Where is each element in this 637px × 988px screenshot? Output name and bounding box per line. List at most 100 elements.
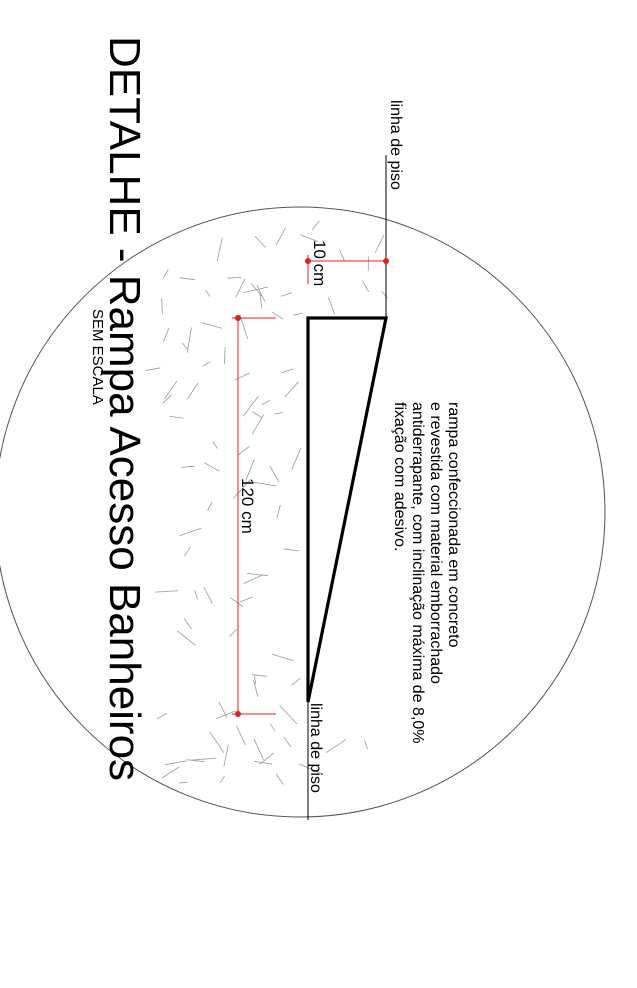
hatch-stroke bbox=[216, 237, 223, 261]
hatch-stroke bbox=[259, 294, 263, 309]
floor-line-label-bottom: linha de piso bbox=[307, 703, 324, 793]
hatch-stroke bbox=[183, 617, 193, 630]
hatch-stroke bbox=[179, 527, 202, 536]
hatch-stroke bbox=[311, 220, 320, 231]
hatch-stroke bbox=[256, 285, 266, 302]
hatch-stroke bbox=[251, 674, 267, 677]
hatch-stroke bbox=[253, 679, 259, 698]
hatch-stroke bbox=[169, 416, 184, 419]
hatch-stroke bbox=[298, 763, 323, 775]
hatch-stroke bbox=[186, 382, 199, 400]
hatch-stroke bbox=[156, 712, 167, 720]
hatch-stroke bbox=[284, 381, 299, 398]
hatch-stroke bbox=[269, 723, 276, 732]
hatch-stroke bbox=[161, 766, 180, 779]
hatch-stroke bbox=[269, 465, 280, 482]
hatch-stroke bbox=[245, 459, 255, 481]
ramp-specification-note: rampa confeccionada em concreto e revest… bbox=[391, 402, 462, 748]
concrete-hatch bbox=[145, 220, 388, 785]
hatch-stroke bbox=[283, 736, 292, 748]
hatch-stroke bbox=[236, 725, 246, 746]
hatch-stroke bbox=[339, 249, 346, 262]
hatch-stroke bbox=[253, 760, 273, 765]
hatch-stroke bbox=[281, 368, 294, 374]
length-dimension bbox=[232, 315, 276, 717]
note-line: antiderrapante, com inclinação máxima de… bbox=[409, 402, 426, 744]
hatch-stroke bbox=[178, 781, 188, 784]
hatch-stroke bbox=[202, 361, 211, 367]
hatch-stroke bbox=[291, 677, 301, 686]
hatch-stroke bbox=[254, 235, 267, 248]
hatch-stroke bbox=[216, 710, 236, 720]
hatch-stroke bbox=[362, 280, 370, 292]
hatch-stroke bbox=[219, 775, 225, 784]
note-line: fixação com adesivo. bbox=[391, 402, 408, 551]
hatch-stroke bbox=[283, 548, 300, 552]
hatch-stroke bbox=[279, 705, 298, 725]
hatch-stroke bbox=[239, 596, 253, 603]
hatch-stroke bbox=[205, 289, 211, 297]
hatch-stroke bbox=[251, 411, 263, 419]
hatch-stroke bbox=[276, 504, 281, 519]
hatch-stroke bbox=[204, 462, 220, 472]
hatch-stroke bbox=[254, 675, 257, 685]
hatch-stroke bbox=[299, 234, 319, 242]
hatch-stroke bbox=[291, 448, 302, 470]
hatch-stroke bbox=[242, 395, 259, 417]
hatch-stroke bbox=[209, 731, 225, 754]
hatch-stroke bbox=[181, 342, 189, 351]
hatch-stroke bbox=[223, 347, 226, 365]
hatch-stroke bbox=[227, 277, 242, 279]
height-dimension bbox=[305, 255, 389, 284]
hatch-stroke bbox=[162, 328, 170, 343]
height-dimension-mark-left bbox=[305, 258, 311, 264]
hatch-stroke bbox=[293, 312, 304, 316]
hatch-stroke bbox=[207, 501, 213, 511]
hatch-stroke bbox=[274, 412, 284, 415]
hatch-stroke bbox=[381, 290, 388, 299]
hatch-stroke bbox=[237, 446, 250, 456]
hatch-stroke bbox=[186, 759, 205, 763]
hatch-stroke bbox=[271, 311, 284, 320]
length-dimension-label: 120 cm bbox=[238, 478, 257, 534]
hatch-stroke bbox=[201, 322, 223, 329]
hatch-stroke bbox=[374, 234, 385, 253]
hatch-stroke bbox=[179, 277, 195, 281]
hatch-stroke bbox=[243, 574, 264, 584]
hatch-stroke bbox=[243, 286, 269, 293]
height-dimension-label: 10 cm bbox=[310, 240, 329, 286]
hatch-stroke bbox=[253, 481, 277, 487]
hatch-stroke bbox=[253, 738, 264, 760]
hatch-stroke bbox=[164, 760, 187, 766]
hatch-stroke bbox=[275, 773, 284, 785]
note-line: rampa confeccionada em concreto bbox=[445, 402, 462, 648]
scale-note: SEM ESCALA bbox=[89, 309, 106, 405]
hatch-stroke bbox=[184, 546, 192, 557]
hatch-stroke bbox=[164, 380, 178, 400]
height-dimension-mark-right bbox=[383, 258, 389, 264]
hatch-stroke bbox=[235, 278, 246, 298]
hatch-stroke bbox=[251, 414, 265, 435]
hatch-stroke bbox=[239, 314, 249, 340]
hatch-stroke bbox=[234, 372, 250, 381]
hatch-stroke bbox=[233, 479, 251, 499]
hatch-stroke bbox=[162, 394, 173, 404]
floor-line-label-top: linha de piso bbox=[387, 100, 404, 190]
hatch-stroke bbox=[203, 586, 213, 604]
note-line: e revestida com material emborrachado bbox=[427, 402, 444, 684]
hatch-stroke bbox=[271, 653, 294, 661]
hatch-stroke bbox=[247, 573, 268, 577]
ramp-profile bbox=[306, 316, 388, 703]
hatch-stroke bbox=[230, 597, 244, 608]
detail-circle bbox=[0, 206, 606, 818]
hatch-stroke bbox=[145, 367, 161, 372]
hatch-stroke bbox=[190, 757, 217, 761]
hatch-stroke bbox=[155, 590, 178, 593]
hatch-stroke bbox=[275, 227, 286, 246]
hatch-stroke bbox=[163, 269, 169, 278]
hatch-stroke bbox=[327, 297, 336, 315]
hatch-stroke bbox=[280, 292, 292, 297]
hatch-stroke bbox=[161, 298, 163, 315]
hatch-stroke bbox=[177, 630, 196, 646]
